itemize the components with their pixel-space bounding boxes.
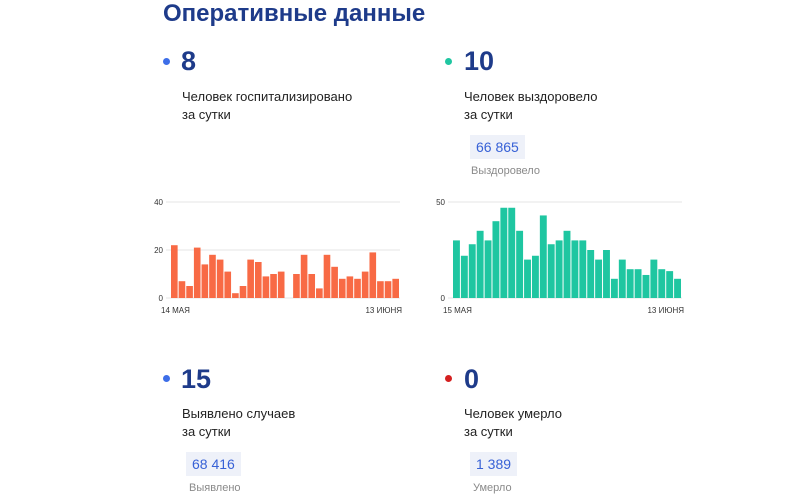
chart0-bar-5 xyxy=(209,254,216,298)
chart0-xlabel-end: 13 ИЮНЯ xyxy=(365,306,402,315)
chart1-bar-21 xyxy=(618,259,626,298)
chart1-bar-8 xyxy=(516,230,524,298)
chart0-bar-28 xyxy=(384,281,392,298)
chart0-bar-29 xyxy=(392,278,399,298)
chart1-bar-18 xyxy=(595,259,603,298)
chart1-xlabel-start: 15 МАЯ xyxy=(443,306,472,315)
chart1-bar-14 xyxy=(563,230,571,298)
chart1-bar-2 xyxy=(468,244,476,298)
chart0-ytick-2: 0 xyxy=(159,294,164,303)
chart0-bar-2 xyxy=(186,286,193,298)
chart0-bar-25 xyxy=(361,271,369,298)
chart1-bar-13 xyxy=(555,240,563,298)
chart1-xlabel-end: 13 ИЮНЯ xyxy=(647,306,684,315)
recovered-value: 10 xyxy=(464,46,495,76)
chart0-bar-22 xyxy=(338,278,346,298)
chart1-bar-3 xyxy=(476,230,484,298)
chart0-bar-19 xyxy=(316,288,323,298)
chart1-bar-10 xyxy=(531,255,539,298)
cases-value: 15 xyxy=(181,364,212,394)
chart0-bar-23 xyxy=(346,276,354,298)
chart1-bar-25 xyxy=(650,259,658,298)
chart0-bar-18 xyxy=(308,274,316,298)
chart1-bar-5 xyxy=(492,221,500,298)
chart0-bar-10 xyxy=(247,259,254,298)
chart0-bar-9 xyxy=(239,286,247,298)
chart0-bar-24 xyxy=(354,278,361,298)
recovered-total-label: Выздоровело xyxy=(471,165,540,177)
chart0-bar-13 xyxy=(270,274,277,298)
chart0-bar-27 xyxy=(377,281,384,298)
chart1-bar-11 xyxy=(539,215,547,298)
chart0-bar-20 xyxy=(323,254,331,298)
cases-dot xyxy=(163,375,170,382)
chart1-bar-17 xyxy=(587,250,595,298)
deaths-label-line2: за сутки xyxy=(464,424,513,439)
chart1-bar-7 xyxy=(508,207,516,298)
chart1-bar-24 xyxy=(642,274,650,298)
deaths-total: 1 389 xyxy=(470,452,518,476)
chart1-bar-9 xyxy=(524,259,531,298)
chart1-bar-22 xyxy=(626,269,634,298)
chart0-bar-0 xyxy=(171,245,178,298)
chart1-ytick-0: 50 xyxy=(436,198,445,207)
chart1-bar-28 xyxy=(674,278,681,298)
hospitalized-value: 8 xyxy=(181,46,197,76)
chart1-ytick-1: 0 xyxy=(441,294,446,303)
chart0-ytick-0: 40 xyxy=(154,198,163,207)
hospitalized-label-line1: Человек госпитализировано xyxy=(182,89,353,104)
chart1-bar-0 xyxy=(453,240,460,298)
cases-label-line2: за сутки xyxy=(182,424,231,439)
recovered-dot xyxy=(445,58,452,65)
cases-total: 68 416 xyxy=(186,452,241,476)
deaths-value: 0 xyxy=(464,364,480,394)
chart0-bar-17 xyxy=(300,254,308,298)
chart1-bar-26 xyxy=(658,269,666,298)
recovered-label-line2: за сутки xyxy=(464,107,513,122)
chart1-bar-27 xyxy=(666,271,674,298)
chart0-bar-14 xyxy=(277,271,285,298)
recovered-label-line1: Человек выздоровело xyxy=(464,89,598,104)
page-title: Оперативные данные xyxy=(163,0,426,27)
deaths-label-line1: Человек умерло xyxy=(464,406,562,421)
chart0-bar-16 xyxy=(293,274,300,298)
hospitalized-label-line2: за сутки xyxy=(182,107,231,122)
recovered-total: 66 865 xyxy=(470,135,525,159)
chart0-bar-6 xyxy=(216,259,224,298)
chart0-bar-12 xyxy=(262,276,270,298)
chart1-bar-6 xyxy=(500,207,508,298)
chart1-bar-20 xyxy=(610,278,618,298)
chart1-bar-4 xyxy=(484,240,492,298)
chart0-bar-21 xyxy=(331,266,338,298)
chart1-bar-16 xyxy=(579,240,587,298)
hospitalized-dot xyxy=(163,58,170,65)
chart0-bar-3 xyxy=(193,247,201,298)
cases-total-label: Выявлено xyxy=(189,482,241,494)
hospitalized-chart-group: 40 20 0 14 МАЯ 13 ИЮНЯ xyxy=(154,198,402,315)
chart0-bar-26 xyxy=(369,252,377,298)
deaths-dot xyxy=(445,375,452,382)
chart1-bar-15 xyxy=(571,240,579,298)
chart0-bar-11 xyxy=(254,262,262,298)
chart1-bar-19 xyxy=(603,250,610,298)
chart0-bar-7 xyxy=(224,271,232,298)
chart0-ytick-1: 20 xyxy=(154,246,163,255)
chart1-bar-23 xyxy=(634,269,642,298)
chart1-bar-1 xyxy=(460,255,468,298)
chart0-bar-4 xyxy=(201,264,209,298)
deaths-total-label: Умерло xyxy=(473,482,512,494)
chart1-bar-12 xyxy=(547,244,555,298)
recovered-chart-group: 50 0 15 МАЯ 13 ИЮНЯ xyxy=(436,198,684,315)
chart0-xlabel-start: 14 МАЯ xyxy=(161,306,190,315)
cases-label-line1: Выявлено случаев xyxy=(182,406,296,421)
chart0-bar-8 xyxy=(232,293,239,298)
chart0-bar-1 xyxy=(178,281,186,298)
